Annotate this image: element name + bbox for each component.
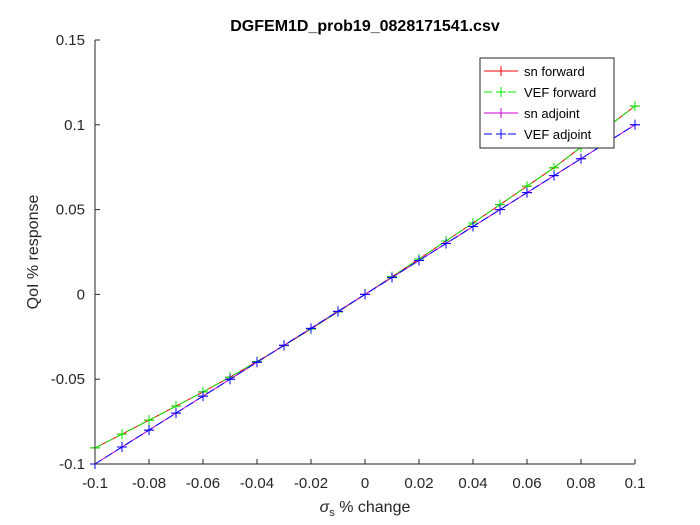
legend-marker: [496, 129, 506, 139]
legend-label: sn adjoint: [524, 106, 580, 121]
data-point-marker: [117, 442, 127, 453]
data-point-marker: [279, 340, 289, 351]
data-point-marker: [630, 101, 640, 112]
series-3: [90, 119, 640, 469]
x-tick-label: 0.04: [458, 475, 487, 492]
y-tick-label: -0.1: [59, 456, 85, 473]
x-tick-label: -0.08: [132, 475, 166, 492]
y-tick-label: 0: [77, 286, 85, 303]
data-point-marker: [495, 204, 505, 215]
legend-entry: VEF adjoint: [484, 127, 592, 142]
legend-marker: [496, 87, 506, 97]
data-point-marker: [144, 425, 154, 436]
data-point-marker: [171, 408, 181, 419]
x-tick-label: -0.02: [294, 475, 328, 492]
data-point-marker: [198, 391, 208, 402]
data-point-marker: [252, 357, 262, 368]
y-axis-label: QoI % response: [25, 195, 42, 310]
x-tick-label: -0.04: [240, 475, 274, 492]
data-point-marker: [441, 238, 451, 249]
x-tick-label: -0.06: [186, 475, 220, 492]
data-point-marker: [468, 221, 478, 232]
x-tick-label: 0.1: [625, 475, 646, 492]
x-tick-label: 0: [361, 475, 369, 492]
chart-title: DGFEM1D_prob19_0828171541.csv: [230, 18, 500, 35]
data-point-marker: [576, 153, 586, 164]
x-axis-label: σs % change: [320, 499, 411, 519]
legend-label: sn forward: [524, 64, 585, 79]
series-layer: [90, 101, 640, 469]
legend-label: VEF forward: [524, 85, 596, 100]
data-point-marker: [306, 323, 316, 334]
y-tick-label: -0.05: [51, 371, 85, 388]
legend-entry: VEF forward: [484, 85, 596, 100]
data-point-marker: [414, 255, 424, 266]
legend-marker: [496, 108, 506, 118]
x-tick-label: -0.1: [82, 475, 108, 492]
x-tick-label: 0.06: [512, 475, 541, 492]
data-point-marker: [549, 170, 559, 181]
legend: sn forward VEF forward sn adjoint VEF adjoi…: [479, 57, 615, 149]
y-tick-label: 0.1: [64, 117, 85, 134]
series-line: [94, 105, 636, 449]
legend-entry: sn forward: [484, 64, 585, 79]
data-point-marker: [117, 429, 127, 440]
data-point-marker: [360, 289, 370, 300]
ticks-layer: -0.1 -0.08 -0.06 -0.04 -0.02 0 0.02 0.04 0.06 0.0…: [51, 32, 646, 492]
data-point-marker: [630, 119, 640, 130]
data-point-marker: [333, 306, 343, 317]
legend-box: [479, 57, 615, 149]
x-axis-label-text: % change: [335, 499, 411, 516]
legend-entry: sn adjoint: [484, 106, 580, 121]
x-tick-label: 0.02: [404, 475, 433, 492]
legend-marker: [496, 66, 506, 76]
x-tick-label: 0.08: [566, 475, 595, 492]
x-axis-label-symbol: σ: [320, 499, 331, 516]
data-point-marker: [387, 272, 397, 283]
data-point-marker: [522, 187, 532, 198]
y-tick-label: 0.15: [56, 32, 85, 49]
data-point-marker: [144, 415, 154, 426]
x-axis-label-subscript: s: [329, 507, 335, 519]
y-tick-label: 0.05: [56, 202, 85, 219]
data-point-marker: [225, 374, 235, 385]
legend-label: VEF adjoint: [524, 127, 592, 142]
